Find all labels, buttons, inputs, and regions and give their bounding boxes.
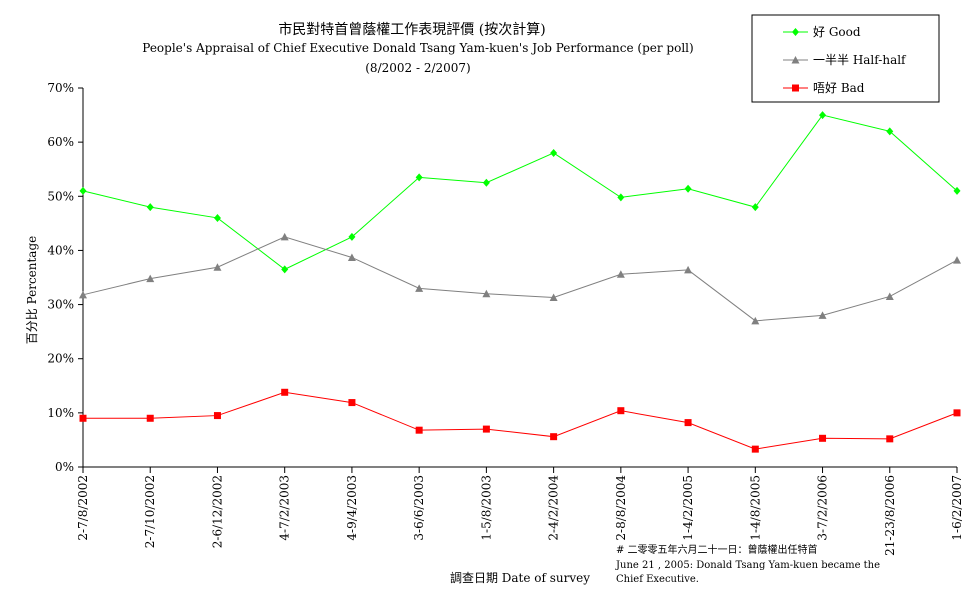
x-axis-label: 調查日期 Date of survey	[450, 571, 590, 585]
legend-item: 一半半 Half-half	[783, 53, 907, 67]
x-tick-label: 4-9/4/2003	[345, 475, 359, 541]
data-point	[886, 127, 894, 136]
legend-swatch-marker	[792, 28, 799, 36]
x-tick-label: 1-6/2/2007	[950, 475, 964, 541]
data-point	[415, 284, 424, 292]
data-point	[819, 111, 827, 120]
data-point	[281, 265, 289, 274]
data-point	[213, 263, 222, 271]
y-tick-label: 60%	[47, 135, 74, 149]
data-point	[550, 433, 558, 441]
x-tick-label: 2-6/12/2002	[210, 475, 224, 548]
data-point	[347, 253, 356, 261]
y-tick-label: 0%	[55, 460, 74, 474]
data-point	[953, 186, 961, 195]
series-line	[83, 391, 958, 450]
data-point	[348, 232, 356, 241]
x-tick-label: 1-4/8/2005	[748, 475, 762, 541]
y-tick-label: 20%	[47, 352, 74, 366]
data-point	[146, 203, 154, 212]
chart-period: (8/2002 - 2/2007)	[365, 61, 470, 75]
data-point	[146, 414, 154, 422]
data-point	[616, 270, 625, 278]
series-line	[82, 236, 958, 322]
data-point	[617, 407, 625, 415]
data-point	[348, 399, 356, 407]
footnote-line-3: Chief Executive.	[616, 574, 699, 585]
x-tick-label: 2-7/8/2002	[76, 475, 90, 541]
x-tick-label: 3-6/6/2003	[412, 475, 426, 541]
legend-label: 一半半 Half-half	[813, 53, 907, 67]
data-point	[684, 419, 692, 427]
legend-item: 好 Good	[783, 25, 861, 39]
x-tick-label: 3-7/2/2006	[816, 475, 830, 541]
data-point	[213, 213, 221, 222]
data-point	[751, 445, 759, 453]
y-tick-label: 50%	[47, 189, 74, 203]
data-point	[146, 274, 155, 283]
footnote-line-2: June 21 , 2005: Donald Tsang Yam-kuen be…	[615, 560, 880, 571]
legend-swatch-marker	[791, 56, 800, 64]
legend-swatch-marker	[792, 84, 799, 92]
x-tick-label: 2-7/10/2002	[143, 475, 157, 548]
data-point	[684, 184, 692, 193]
x-tick-label: 21-23/8/2006	[883, 475, 897, 556]
data-point	[751, 203, 759, 212]
series-1	[79, 232, 961, 325]
data-point	[550, 148, 558, 157]
data-point	[819, 434, 827, 442]
series-0	[79, 111, 961, 274]
data-point	[482, 425, 490, 433]
data-point	[953, 409, 961, 417]
series-line	[82, 114, 958, 270]
data-point	[415, 173, 423, 182]
x-tick-label: 1-5/8/2003	[479, 475, 493, 541]
data-point	[549, 293, 558, 302]
x-tick-label: 2-4/2/2004	[547, 475, 561, 541]
y-tick-label: 40%	[47, 243, 74, 257]
data-point	[818, 311, 827, 319]
y-axis-label: 百分比 Percentage	[25, 236, 39, 345]
y-tick-label: 30%	[47, 298, 74, 312]
x-tick-label: 4-7/2/2003	[278, 475, 292, 541]
series-2	[79, 388, 961, 453]
data-point	[281, 388, 289, 396]
data-point	[79, 186, 87, 195]
chart-subtitle: People's Appraisal of Chief Executive Do…	[142, 41, 693, 55]
data-point	[684, 265, 693, 274]
chart-title: 市民對特首曾蔭權工作表現評價 (按次計算)	[278, 21, 545, 38]
legend-item: 唔好 Bad	[783, 81, 865, 95]
data-point	[482, 178, 490, 187]
data-point	[617, 193, 625, 202]
footnote-line-1: # 二零零五年六月二十一日：曾蔭權出任特首	[616, 543, 818, 556]
legend-label: 唔好 Bad	[813, 81, 865, 95]
footnote: # 二零零五年六月二十一日：曾蔭權出任特首 June 21 , 2005: Do…	[615, 543, 880, 585]
data-point	[213, 412, 221, 420]
x-tick-label: 2-8/8/2004	[614, 475, 628, 541]
data-point	[280, 232, 289, 241]
data-point	[885, 292, 894, 300]
legend-label: 好 Good	[813, 25, 861, 39]
data-point	[79, 414, 87, 422]
data-point	[886, 435, 894, 443]
y-tick-label: 10%	[47, 406, 74, 420]
data-point	[482, 289, 491, 298]
data-point	[953, 256, 961, 264]
y-tick-label: 70%	[47, 81, 74, 95]
data-point	[751, 316, 760, 325]
data-point	[415, 426, 423, 434]
legend: 好 Good 一半半 Half-half 唔好 Bad	[751, 14, 940, 103]
x-tick-label: 1-4/2/2005	[681, 475, 695, 541]
data-point	[79, 290, 87, 299]
